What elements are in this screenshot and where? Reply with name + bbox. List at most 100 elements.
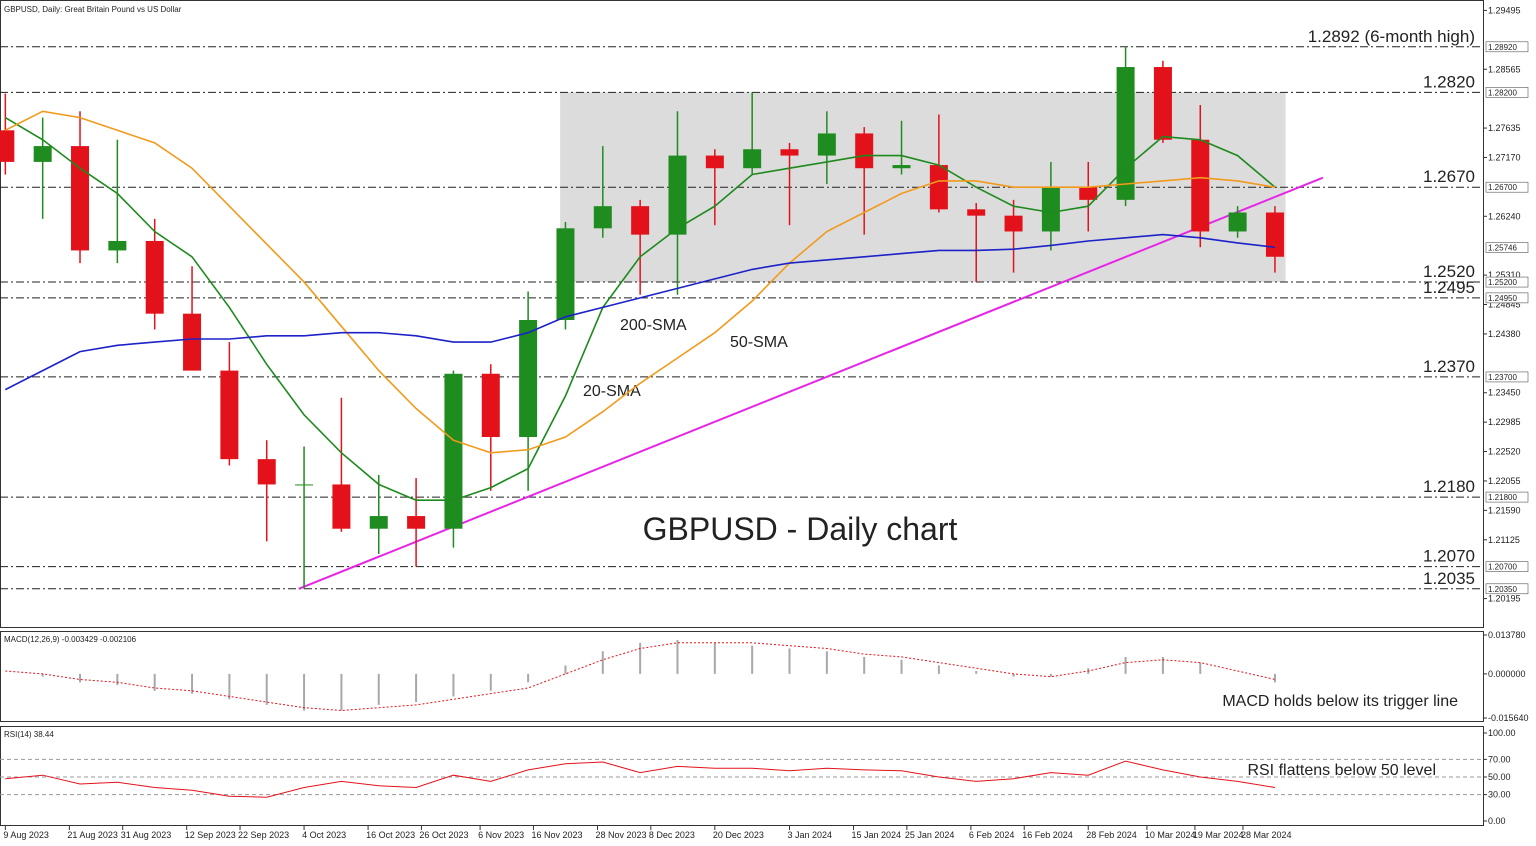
x-tick-label: 31 Aug 2023: [121, 830, 172, 840]
y-tick-label: 1.22985: [1488, 417, 1521, 427]
candle-body: [892, 165, 911, 169]
x-tick-label: 28 Feb 2024: [1086, 830, 1137, 840]
y-tick-label: 0.013780: [1488, 630, 1526, 640]
candle-body: [519, 320, 538, 438]
y-tick-label: 1.28565: [1488, 64, 1521, 74]
price-tag-label: 1.28920: [1488, 43, 1517, 52]
candle-body: [1265, 212, 1284, 257]
level-label: 1.2495: [1423, 278, 1475, 297]
y-tick-label: -0.015640: [1488, 713, 1529, 723]
macd-bar: [639, 642, 642, 674]
macd-bar: [900, 659, 903, 674]
candle-body: [108, 240, 127, 251]
level-label: 1.2070: [1423, 547, 1475, 566]
candle-body: [33, 146, 52, 162]
x-tick-label: 10 Mar 2024: [1145, 830, 1196, 840]
macd-bar: [751, 645, 754, 674]
macd-bar: [191, 673, 194, 694]
candle-body: [1153, 67, 1172, 140]
x-tick-label: 3 Jan 2024: [788, 830, 833, 840]
macd-bar: [1124, 656, 1127, 674]
macd-bar: [452, 673, 455, 697]
price-tag: [1485, 292, 1529, 304]
macd-bar: [937, 665, 940, 674]
macd-bar: [1273, 673, 1276, 683]
trendline: [298, 176, 1324, 590]
candle-body: [183, 313, 202, 371]
candle-body: [1004, 215, 1023, 232]
price-tag-label: 1.23700: [1488, 373, 1517, 382]
x-tick-label: 16 Nov 2023: [531, 830, 582, 840]
y-tick-label: 1.22055: [1488, 476, 1521, 486]
price-tag: [1485, 242, 1529, 253]
macd-bar: [975, 671, 978, 674]
level-label: 1.2035: [1423, 569, 1475, 588]
y-tick-label: 50.00: [1488, 772, 1511, 782]
candle-body: [705, 155, 724, 169]
candle-body: [929, 165, 948, 210]
candle-body: [145, 240, 164, 314]
level-label: 1.2892 (6-month high): [1308, 27, 1475, 46]
macd-bar: [265, 673, 268, 705]
candle-body: [743, 149, 762, 169]
candle-body: [855, 133, 874, 169]
y-tick-label: 30.00: [1488, 790, 1511, 800]
price-tag-label: 1.26700: [1488, 183, 1517, 192]
price-tag: [1485, 583, 1529, 595]
candle-body: [220, 370, 239, 460]
level-label: 1.2180: [1423, 477, 1475, 496]
x-tick-label: 4 Oct 2023: [302, 830, 346, 840]
y-tick-label: 1.21125: [1488, 535, 1520, 545]
macd-annotation: MACD holds below its trigger line: [1222, 693, 1458, 710]
y-tick-label: 1.26240: [1488, 211, 1521, 221]
x-tick-label: 16 Feb 2024: [1022, 830, 1073, 840]
y-tick-label: 1.27635: [1488, 123, 1521, 133]
signal-line: [5, 642, 1276, 712]
y-tick-label: 0.00: [1488, 816, 1506, 826]
y-tick-label: 0.000000: [1488, 669, 1526, 679]
candle-body: [780, 149, 799, 156]
macd-bar: [863, 656, 866, 674]
price-tag: [1485, 561, 1529, 572]
level-label: 1.2670: [1423, 167, 1475, 186]
candle-body: [631, 206, 650, 235]
x-tick-label: 9 Aug 2023: [3, 830, 49, 840]
macd-bar: [1012, 673, 1015, 677]
candle-body: [668, 155, 687, 235]
x-tick-label: 28 Nov 2023: [595, 830, 646, 840]
y-tick-label: 1.29495: [1488, 5, 1521, 15]
price-tag: [1485, 181, 1529, 193]
candle-body: [295, 484, 314, 486]
rsi-line: [5, 760, 1276, 798]
macd-bar: [41, 673, 44, 677]
y-tick-label: 1.23450: [1488, 388, 1521, 398]
sma-line: [4, 233, 1276, 391]
macd-bar: [415, 673, 418, 703]
y-tick-label: 1.27170: [1488, 152, 1521, 162]
sma-label: 200-SMA: [620, 317, 687, 334]
x-tick-label: 8 Dec 2023: [649, 830, 695, 840]
price-tag-label: 1.28200: [1488, 88, 1517, 97]
macd-bar: [153, 673, 156, 691]
x-tick-label: 20 Dec 2023: [713, 830, 764, 840]
macd-bar: [340, 673, 343, 711]
rsi-title: RSI(14) 38.44: [4, 730, 54, 739]
x-tick-label: 21 Aug 2023: [67, 830, 118, 840]
y-tick-label: 1.22520: [1488, 447, 1521, 457]
price-tag-label: 1.20350: [1488, 585, 1517, 594]
macd-bar: [713, 642, 716, 674]
macd-bar: [1049, 673, 1052, 677]
price-tag: [1485, 371, 1529, 383]
macd-bar: [377, 673, 380, 705]
macd-bar: [1161, 656, 1164, 674]
price-tag: [1485, 276, 1529, 288]
level-label: 1.2520: [1423, 262, 1475, 281]
candle-body: [1079, 187, 1098, 200]
y-tick-label: 1.20195: [1488, 594, 1521, 604]
price-tag-label: 1.21800: [1488, 493, 1517, 502]
price-tag-label: 1.25746: [1488, 244, 1517, 253]
price-tag: [1485, 41, 1529, 53]
chart-annotation: GBPUSD - Daily chart: [643, 511, 958, 547]
x-tick-label: 28 Mar 2024: [1241, 830, 1292, 840]
price-tag-label: 1.24950: [1488, 294, 1517, 303]
